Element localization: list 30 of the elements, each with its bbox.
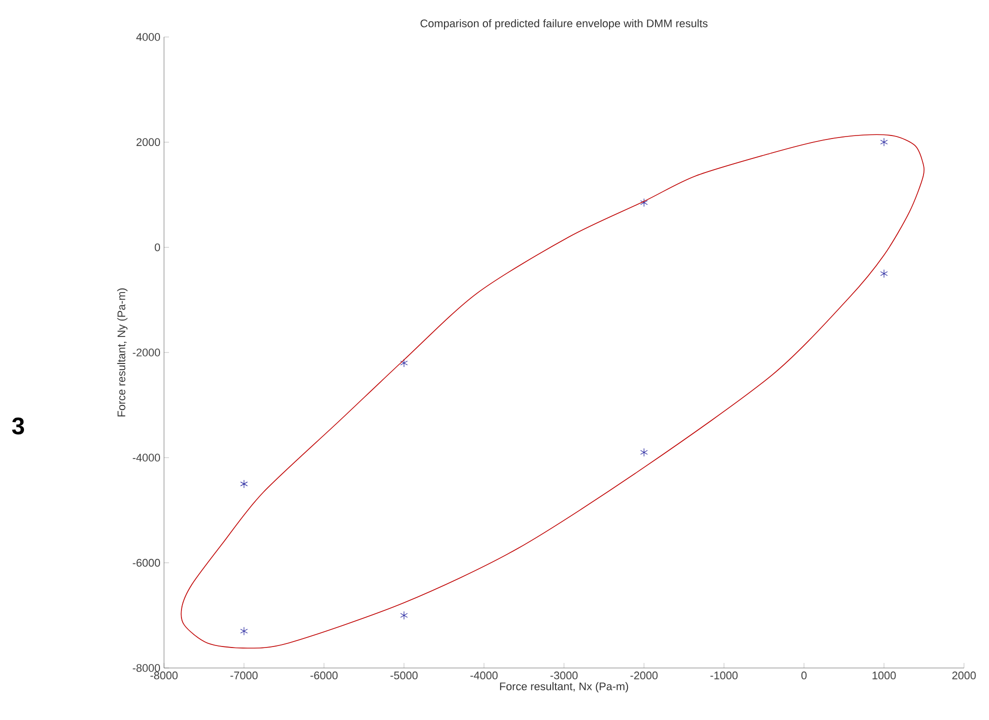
x-tick-label: -1000 [710,672,738,680]
chart-title: Comparison of predicted failure envelope with DMM results [420,19,708,30]
point [400,358,408,368]
point [640,198,648,207]
x-tick-label: -8000 [150,672,178,680]
point [240,480,248,488]
text: 3 [12,417,24,434]
point [240,626,248,636]
x-tick-label: 0 [801,672,807,680]
x-axis-title: Force resultant, Nx (Pa-m) [500,682,628,692]
x-tick-label: -2000 [630,672,658,680]
point [640,448,648,457]
x-tick-label: -3000 [550,672,578,680]
x-tick-label: -4000 [470,672,498,680]
y-tick-label: 4000 [136,33,160,41]
y-axis-title: Force resultant, Ny (Pa-m) [117,288,128,416]
y-tick-label: -8000 [132,664,160,672]
y-tick-label: -2000 [132,348,160,356]
y-tick-label: 0 [154,243,160,252]
x-tick-label: -7000 [230,672,258,680]
x-tick-label: 2000 [952,672,976,680]
x-tick-label: 1000 [872,672,896,680]
point [880,269,888,278]
point [880,138,888,146]
point [400,611,408,620]
x-tick-label: -6000 [310,672,338,680]
y-tick-label: -6000 [132,558,160,567]
y-tick-label: -4000 [132,454,160,462]
y-tick-label: 2000 [136,138,160,146]
x-tick-label: -5000 [390,672,418,680]
